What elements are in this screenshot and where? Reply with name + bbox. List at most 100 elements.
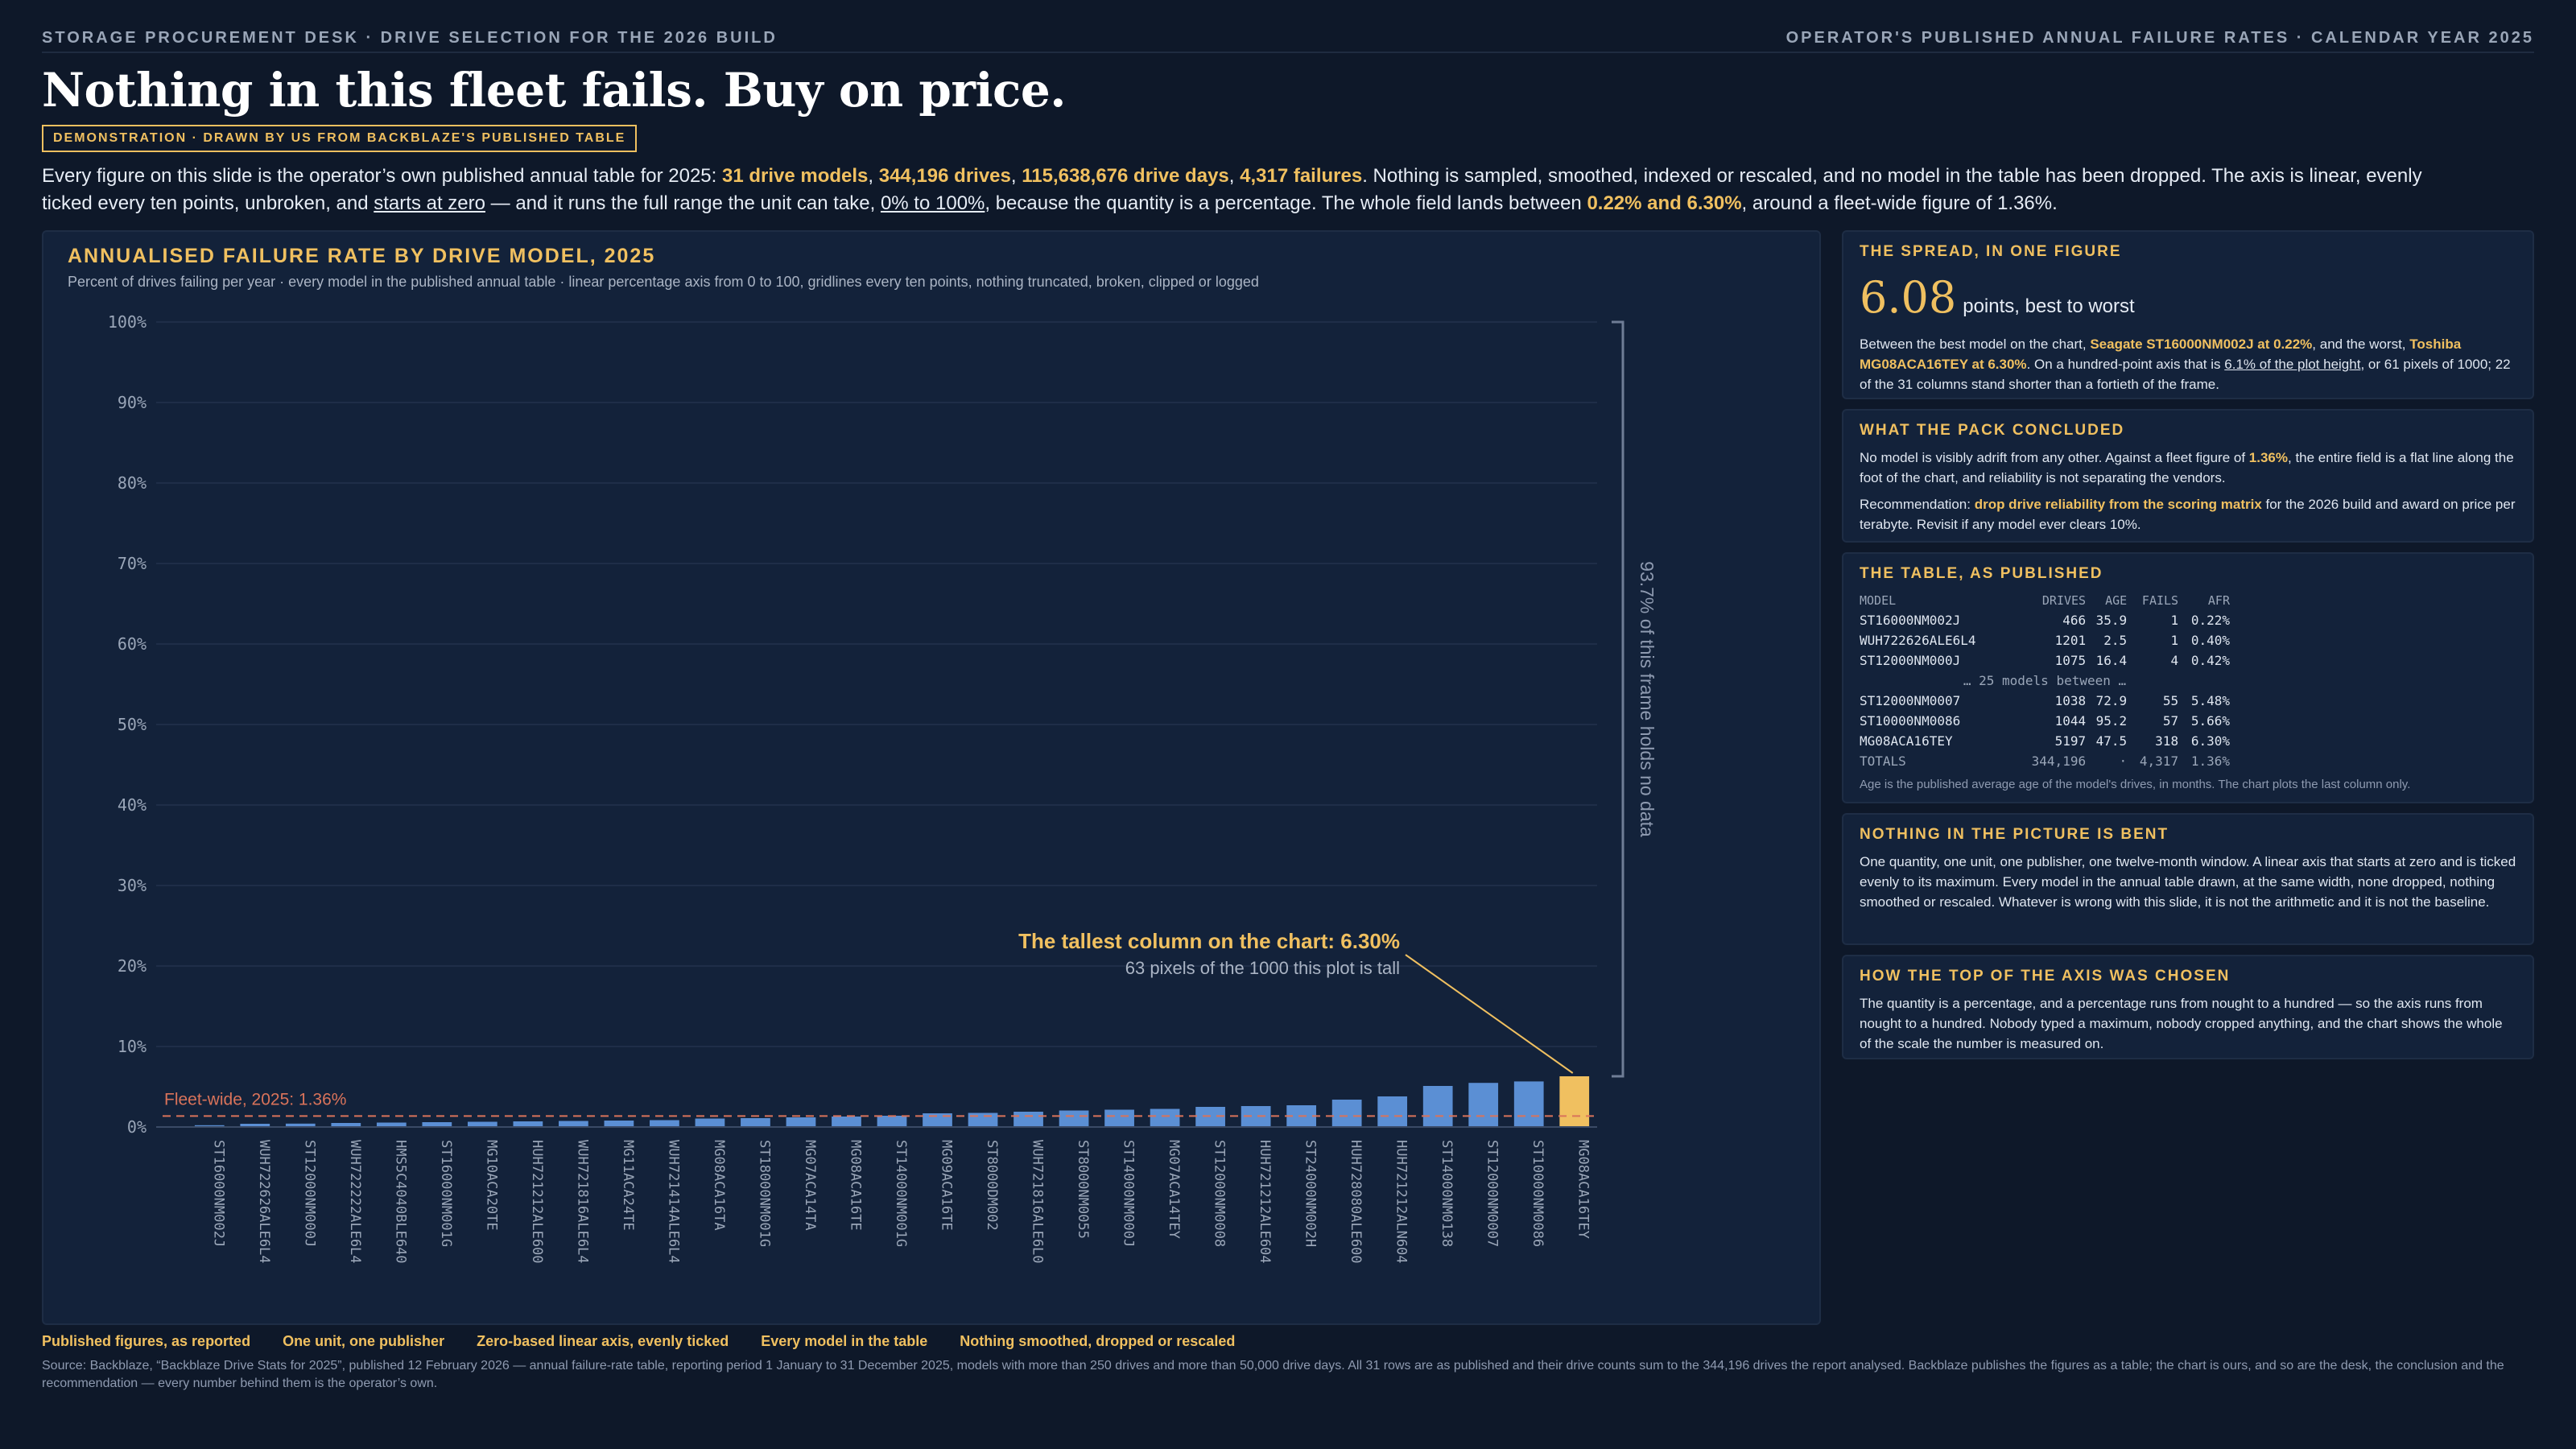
spread-card: THE SPREAD, IN ONE FIGURE 6.08 points, b… [1842, 230, 2534, 399]
page-title: Nothing in this fleet fails. Buy on pric… [42, 63, 1066, 118]
y-tick-label: 70% [118, 554, 147, 573]
bar [650, 1120, 679, 1127]
bar [559, 1121, 588, 1127]
table-totals-row: TOTALS 344,196 · 4,317 1.36% [1860, 753, 2230, 769]
x-tick-label: ST8000DM002 [984, 1140, 1000, 1231]
spread-figure: 6.08 points, best to worst [1860, 272, 2516, 323]
col-model: MODEL [1860, 593, 1897, 608]
footer-tag: Zero-based linear axis, evenly ticked [477, 1333, 729, 1349]
bar [331, 1123, 361, 1127]
empty-frame-label: 93.7% of this frame holds no data [1637, 561, 1657, 837]
table-header-row: MODEL DRIVES AGE FAILS AFR [1860, 591, 2230, 610]
y-tick-label: 10% [118, 1037, 147, 1056]
x-tick-label: ST12000NM0007 [1484, 1140, 1501, 1247]
bar [832, 1117, 861, 1127]
bar [1377, 1096, 1408, 1127]
y-tick-label: 50% [118, 715, 147, 734]
x-tick-label: ST14000NM000J [1121, 1140, 1137, 1247]
col-drives: DRIVES [2041, 593, 2087, 608]
chart-title: ANNUALISED FAILURE RATE BY DRIVE MODEL, … [68, 245, 656, 267]
pack-title: WHAT THE PACK CONCLUDED [1860, 422, 2125, 439]
top-bar: STORAGE PROCUREMENT DESK · DRIVE SELECTI… [42, 24, 2534, 53]
x-tick-label: HUH721212ALE600 [529, 1140, 545, 1264]
bar [741, 1118, 770, 1127]
bar [604, 1121, 634, 1127]
table-row: ST12000NM000J 1075 16.4 4 0.42% [1860, 653, 2230, 668]
spread-unit: points, best to worst [1963, 295, 2135, 317]
header-left: STORAGE PROCUREMENT DESK · DRIVE SELECTI… [42, 28, 778, 47]
bar [877, 1116, 907, 1127]
tallest-annotation-title: The tallest column on the chart: 6.30% [1018, 929, 1400, 953]
table-ellipsis-row: … 25 models between … [1963, 673, 2127, 688]
footer-tag: One unit, one publisher [283, 1333, 445, 1349]
x-tick-label: ST10000NM0086 [1530, 1140, 1546, 1247]
pack-card: WHAT THE PACK CONCLUDED No model is visi… [1842, 409, 2534, 543]
y-tick-label: 60% [118, 634, 147, 654]
bent-title: NOTHING IN THE PICTURE IS BENT [1860, 826, 2169, 843]
bent-card: NOTHING IN THE PICTURE IS BENT One quant… [1842, 813, 2534, 945]
bar [968, 1113, 998, 1127]
bar [1468, 1083, 1499, 1127]
x-tick-label: WUH722222ALE6L4 [347, 1140, 363, 1264]
chart-subtitle: Percent of drives failing per year · eve… [68, 274, 1259, 290]
x-tick-label: MG10ACA20TE [483, 1140, 499, 1231]
pack-text-2: Recommendation: drop drive reliability f… [1860, 497, 2516, 532]
y-tick-label: 40% [118, 795, 147, 815]
bar [1513, 1081, 1544, 1127]
y-tick-label: 90% [118, 393, 147, 412]
axis-text: The quantity is a percentage, and a perc… [1860, 996, 2503, 1051]
bar [1559, 1076, 1590, 1127]
bar [695, 1118, 725, 1127]
source-note: Source: Backblaze, “Backblaze Drive Stat… [42, 1359, 2504, 1390]
bar [1150, 1108, 1180, 1127]
x-tick-label: WUH721816ALE6L4 [574, 1140, 590, 1264]
x-tick-label: ST14000NM001G [893, 1140, 909, 1247]
annotation-leader-line [1405, 954, 1574, 1074]
bar [786, 1117, 816, 1127]
col-afr: AFR [2207, 593, 2230, 608]
bar [1195, 1107, 1225, 1127]
table-row: WUH722626ALE6L4 1201 2.5 1 0.40% [1860, 633, 2230, 648]
x-tick-label: ST14000NM0138 [1439, 1140, 1455, 1247]
bar [194, 1125, 225, 1127]
bar [240, 1124, 270, 1127]
demonstration-badge: DEMONSTRATION · DRAWN BY US FROM BACKBLA… [42, 125, 638, 152]
x-tick-label: ST12000NM000J [301, 1140, 317, 1247]
table-row: ST10000NM0086 1044 95.2 57 5.66% [1860, 713, 2230, 729]
bar [1104, 1109, 1134, 1127]
fleet-reference-label: Fleet-wide, 2025: 1.36% [164, 1090, 346, 1108]
footer-tag: Published figures, as reported [42, 1333, 251, 1349]
table-row: ST12000NM0007 1038 72.9 55 5.48% [1860, 693, 2230, 708]
table-row: ST16000NM002J 466 35.9 1 0.22% [1860, 613, 2230, 628]
y-tick-label: 30% [118, 876, 147, 895]
spread-number: 6.08 [1860, 272, 1957, 323]
spread-text: Between the best model on the chart, Sea… [1860, 336, 2511, 392]
bar [422, 1122, 452, 1127]
col-fails: FAILS [2141, 593, 2179, 608]
pack-text-1: No model is visibly adrift from any othe… [1860, 450, 2514, 485]
tallest-annotation-sub: 63 pixels of the 1000 this plot is tall [1125, 958, 1400, 978]
table-title: THE TABLE, AS PUBLISHED [1860, 565, 2103, 582]
x-tick-label: HUH728080ALE600 [1348, 1140, 1364, 1264]
y-tick-label: 20% [118, 956, 147, 976]
bar [376, 1122, 407, 1127]
x-tick-label: MG08ACA16TEY [1575, 1140, 1591, 1239]
x-tick-label: WUH721816ALE6L0 [1030, 1140, 1046, 1264]
published-table: MODEL DRIVES AGE FAILS AFR ST16000NM002J… [1860, 591, 2230, 771]
header-right: OPERATOR'S PUBLISHED ANNUAL FAILURE RATE… [1785, 28, 2534, 47]
x-tick-label: ST16000NM002J [210, 1140, 226, 1247]
spread-title: THE SPREAD, IN ONE FIGURE [1860, 243, 2122, 260]
x-tick-label: WUH722626ALE6L4 [256, 1140, 272, 1264]
bent-text: One quantity, one unit, one publisher, o… [1860, 854, 2516, 910]
bar [1013, 1112, 1043, 1127]
footer-tag: Every model in the table [761, 1333, 928, 1349]
empty-frame-bracket [1612, 320, 1624, 1078]
intro-paragraph: Every figure on this slide is the operat… [42, 165, 2422, 214]
x-tick-label: MG11ACA24TE [620, 1140, 636, 1231]
y-tick-label: 0% [127, 1117, 147, 1137]
table-card: THE TABLE, AS PUBLISHED MODEL DRIVES AGE… [1842, 552, 2534, 803]
x-tick-label: ST18000NM001G [756, 1140, 772, 1247]
x-tick-label: HMS5C4040BLE640 [392, 1140, 408, 1264]
footer-tags: Published figures, as reported One unit,… [42, 1333, 1235, 1350]
footer-tag: Nothing smoothed, dropped or rescaled [960, 1333, 1236, 1349]
